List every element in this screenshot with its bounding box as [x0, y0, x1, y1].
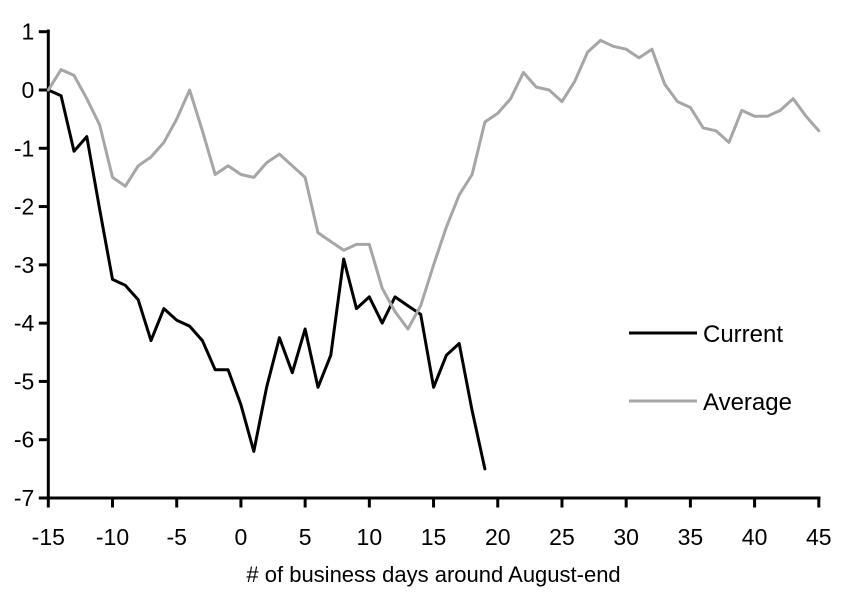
x-tick-label: 15: [421, 524, 447, 550]
x-tick-label: 10: [357, 524, 383, 550]
y-tick-label: -2: [14, 194, 34, 220]
y-tick-label: 1: [22, 19, 35, 45]
x-tick-label: 20: [485, 524, 511, 550]
x-tick-label: 45: [806, 524, 832, 550]
legend-average-label: Average: [703, 389, 792, 416]
x-tick-label: -10: [96, 524, 129, 550]
x-tick-label: 30: [613, 524, 639, 550]
y-tick-label: -7: [14, 485, 34, 511]
x-tick-label: 35: [678, 524, 704, 550]
y-tick-label: -5: [14, 368, 34, 394]
y-tick-label: -1: [14, 135, 34, 161]
x-tick-label: -15: [32, 524, 65, 550]
average-series-line: [46, 38, 821, 331]
legend-current-label: Current: [703, 321, 783, 348]
x-tick-label: 0: [235, 524, 248, 550]
current-series-line: [46, 88, 487, 471]
x-axis-title: # of business days around August-end: [246, 562, 620, 587]
x-tick-label: 5: [299, 524, 312, 550]
y-tick-label: -6: [14, 427, 34, 453]
y-tick-label: 0: [22, 77, 35, 103]
x-tick-label: 25: [549, 524, 575, 550]
y-tick-label: -3: [14, 252, 34, 278]
x-tick-label: 40: [742, 524, 768, 550]
x-tick-label: -5: [166, 524, 186, 550]
y-tick-label: -4: [14, 310, 35, 336]
